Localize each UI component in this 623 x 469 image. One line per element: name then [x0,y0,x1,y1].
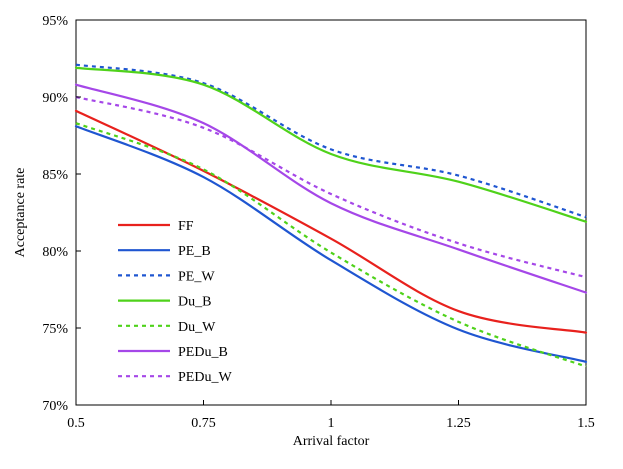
series-line-pedu-b [74,83,588,294]
x-tick-label: 1.5 [577,416,595,431]
x-tick-label: 1.25 [446,416,471,431]
legend: FF PE_B PE_W Du_B Du_W PEDu_B PEDu_W [118,219,232,385]
y-tick-label: 70% [42,399,68,414]
legend-label: FF [178,219,194,234]
plot-area [75,19,587,406]
legend-label: Du_W [178,320,216,335]
legend-label: PE_B [178,244,211,259]
x-tick-label: 0.5 [67,416,85,431]
legend-label: PE_W [178,269,215,284]
y-tick-label: 80% [42,245,68,260]
legend-label: PEDu_B [178,345,228,360]
y-tick-label: 75% [42,322,68,337]
y-tick-label: 95% [42,14,68,29]
series-line-ff [74,109,588,334]
legend-label: PEDu_W [178,370,232,385]
x-axis-label: Arrival factor [293,434,370,449]
x-axis: 0.5 0.75 1 1.25 1.5 [67,400,595,431]
series-line-du-b [74,66,588,223]
series-line-pe-b [74,125,588,363]
legend-label: Du_B [178,295,211,310]
plot-border [75,19,587,406]
x-tick-label: 0.75 [191,416,216,431]
series-line-pedu-w [75,95,587,279]
y-tick-label: 90% [42,91,68,106]
x-tick-label: 1 [328,416,335,431]
series-layer [74,63,588,368]
y-axis: 70% 75% 80% 85% 90% 95% [42,14,81,414]
y-tick-label: 85% [42,168,68,183]
series-line-pe-w [75,63,587,219]
y-axis-label: Acceptance rate [13,168,28,258]
series-line-du-w [75,122,587,368]
